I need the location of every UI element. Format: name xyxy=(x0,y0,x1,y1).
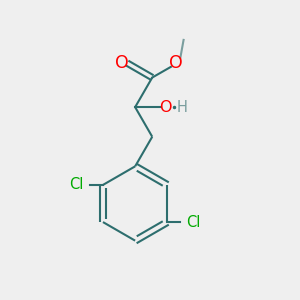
Text: Cl: Cl xyxy=(186,214,201,230)
Text: Cl: Cl xyxy=(70,177,84,192)
Text: O: O xyxy=(169,54,183,72)
Text: O: O xyxy=(160,100,172,115)
Text: O: O xyxy=(115,54,129,72)
Text: H: H xyxy=(176,100,187,115)
